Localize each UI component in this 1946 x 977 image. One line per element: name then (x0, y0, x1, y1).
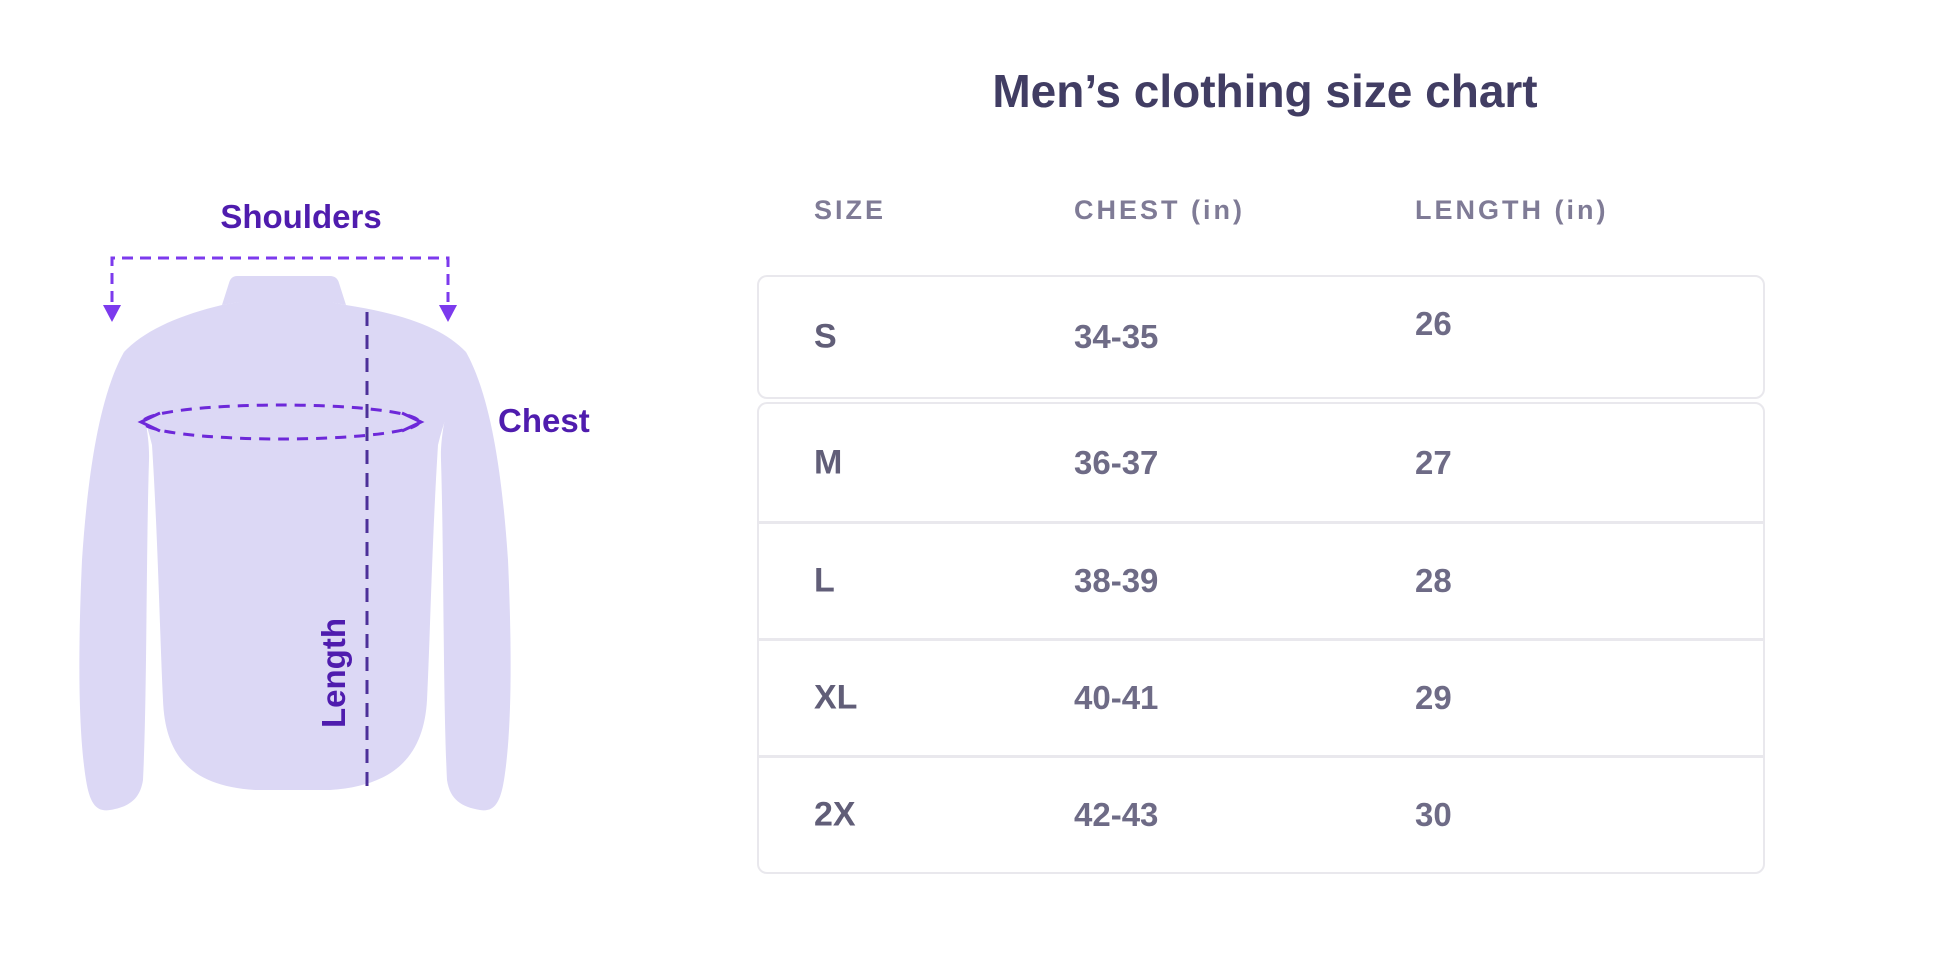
size-cell: 2X (814, 795, 856, 834)
size-cell: M (814, 443, 843, 481)
length-cell: 27 (1415, 443, 1452, 481)
column-header-size: SIZE (814, 195, 887, 225)
chest-ellipse (137, 403, 425, 441)
size-cell: L (814, 561, 835, 600)
chest-cell: 38-39 (1074, 562, 1159, 599)
shoulders-label: Shoulders (220, 198, 382, 235)
chest-cell: 40-41 (1074, 679, 1159, 716)
chest-cell: 36-37 (1074, 443, 1159, 481)
table-row: 2X 42-43 30 (759, 755, 1763, 872)
shirt-body (124, 297, 466, 790)
length-label: Length (315, 618, 352, 728)
page-title: Men’s clothing size chart (992, 65, 1538, 117)
chest-cell: 42-43 (1074, 796, 1159, 833)
shirt-sleeve-left (79, 352, 150, 811)
length-cell: 30 (1415, 796, 1452, 833)
shoulders-arrowheads (103, 305, 457, 322)
table-row: M 36-37 27 (759, 404, 1763, 521)
length-cell: 28 (1415, 562, 1452, 599)
size-cell: S (814, 317, 837, 356)
size-table-box-rest: M 36-37 27 L 38-39 28 XL 40-41 29 2X 42-… (757, 402, 1765, 874)
table-row: S 34-35 26 (759, 277, 1763, 397)
column-header-chest: CHEST (in) (1074, 195, 1245, 225)
shirt-collar (222, 276, 346, 305)
arrow-down-icon (103, 305, 121, 322)
length-cell: 26 (1415, 305, 1452, 342)
arrow-down-icon (439, 305, 457, 322)
size-cell: XL (814, 678, 858, 717)
size-table-box-s: S 34-35 26 (757, 275, 1765, 399)
table-row: XL 40-41 29 (759, 638, 1763, 755)
column-header-length: LENGTH (in) (1415, 195, 1609, 225)
shirt-measurement-diagram (79, 256, 511, 811)
length-cell: 29 (1415, 679, 1452, 716)
chest-cell: 34-35 (1074, 318, 1159, 355)
chest-label: Chest (498, 402, 590, 439)
shirt-silhouette-icon (79, 276, 511, 811)
shirt-sleeve-right (440, 352, 511, 811)
table-row: L 38-39 28 (759, 521, 1763, 638)
arrow-right-icon (401, 411, 425, 433)
shoulders-bracket (110, 256, 450, 302)
arrow-left-icon (137, 411, 161, 433)
